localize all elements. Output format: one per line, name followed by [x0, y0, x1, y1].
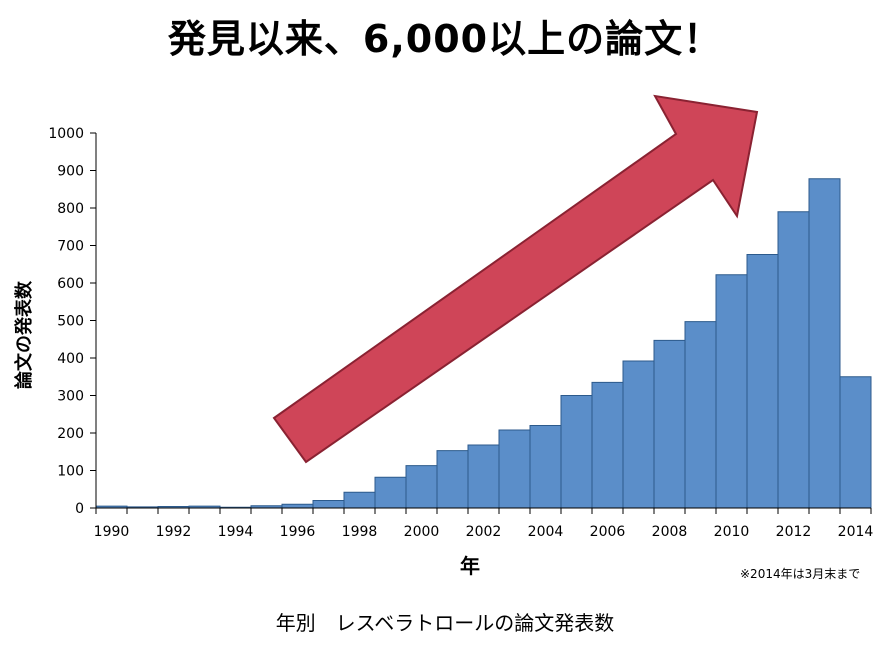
x-tick-label-2002: 2002 [466, 524, 502, 540]
bar-2009 [684, 321, 717, 509]
x-tick-label-1990: 1990 [94, 524, 130, 540]
x-axis-label: 年 [460, 554, 480, 578]
y-tick-label-500: 500 [57, 314, 84, 330]
y-tick-label-200: 200 [57, 426, 84, 442]
y-tick-label-300: 300 [57, 389, 84, 405]
bar-2001 [436, 450, 469, 509]
trend-arrow [272, 94, 759, 464]
x-tick-label-2004: 2004 [528, 524, 564, 540]
bar-2007 [622, 360, 655, 509]
bar-2011 [746, 254, 779, 509]
bar-2013 [808, 178, 841, 509]
bar-2002 [467, 444, 500, 509]
bar-1997 [312, 500, 345, 509]
y-tick-label-700: 700 [57, 239, 84, 255]
y-tick-label-900: 900 [57, 164, 84, 180]
x-tick-label-1998: 1998 [342, 524, 378, 540]
bar-1999 [374, 476, 407, 509]
x-tick-label-2008: 2008 [652, 524, 688, 540]
x-tick-label-2014: 2014 [838, 524, 874, 540]
bars-group [95, 178, 872, 509]
bar-2012 [777, 211, 810, 509]
chart-title: 発見以来、6,000以上の論文！ [167, 17, 723, 61]
x-tick-label-1994: 1994 [218, 524, 254, 540]
bar-2000 [405, 465, 438, 509]
y-ticks-group: 0 100 200 300 400 500 600 700 800 900 1000 [48, 126, 96, 517]
bar-2004 [529, 425, 562, 509]
y-tick-label-800: 800 [57, 201, 84, 217]
x-tick-label-1996: 1996 [280, 524, 316, 540]
y-tick-label-100: 100 [57, 464, 84, 480]
x-tick-label-1992: 1992 [156, 524, 192, 540]
y-tick-label-0: 0 [75, 501, 84, 517]
x-tick-label-2010: 2010 [714, 524, 750, 540]
bar-1996 [281, 503, 314, 509]
x-tick-label-2012: 2012 [776, 524, 812, 540]
footnote: ※2014年は3月末まで [740, 567, 861, 581]
bar-1998 [343, 491, 376, 509]
bar-2006 [591, 381, 624, 509]
bar-2008 [653, 339, 686, 509]
y-tick-label-600: 600 [57, 276, 84, 292]
bar-2010 [715, 274, 748, 509]
x-tick-label-2000: 2000 [404, 524, 440, 540]
x-ticks-group: 1990 1992 1994 1996 1998 2000 2002 2004 2006 2008… [94, 508, 874, 540]
x-tick-label-2006: 2006 [590, 524, 626, 540]
bar-2014 [839, 376, 872, 509]
y-tick-label-1000: 1000 [48, 126, 84, 142]
chart-caption: 年別 レスベラトロールの論文発表数 [275, 611, 615, 635]
bar-2005 [560, 395, 593, 509]
bar-2003 [498, 429, 531, 509]
y-tick-label-400: 400 [57, 351, 84, 367]
